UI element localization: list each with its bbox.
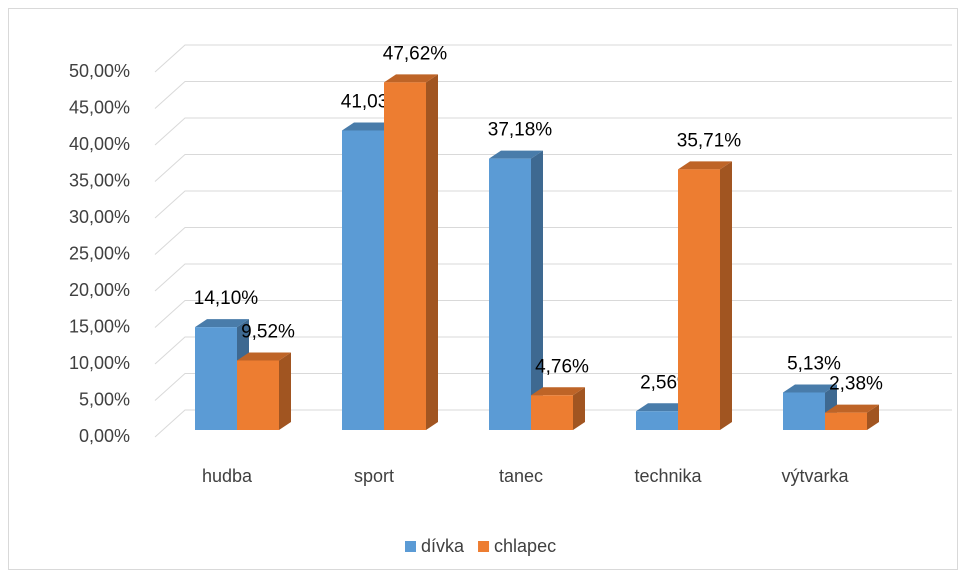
y-tick-label: 35,00% bbox=[69, 170, 130, 190]
data-label: 35,71% bbox=[677, 130, 742, 151]
data-label: 2,38% bbox=[829, 374, 883, 395]
bar-face bbox=[426, 74, 438, 431]
data-label: 47,62% bbox=[383, 43, 448, 64]
bar-face bbox=[825, 412, 867, 430]
bar bbox=[489, 150, 543, 430]
bar-face bbox=[720, 161, 732, 430]
bar-face bbox=[384, 82, 426, 431]
bar-face bbox=[531, 395, 573, 430]
data-label: 37,18% bbox=[488, 120, 553, 141]
bar-face bbox=[825, 404, 879, 413]
bar-face bbox=[195, 319, 249, 328]
grid-line bbox=[154, 154, 952, 182]
data-label: 14,10% bbox=[194, 288, 259, 309]
bar-face bbox=[636, 411, 678, 430]
y-tick-label: 30,00% bbox=[69, 207, 130, 227]
bar-face bbox=[783, 384, 837, 393]
data-label: 4,76% bbox=[535, 356, 589, 377]
y-tick-label: 25,00% bbox=[69, 243, 130, 263]
bar-face bbox=[678, 161, 732, 170]
bar bbox=[825, 404, 879, 430]
x-tick-label: technika bbox=[634, 466, 702, 486]
bar bbox=[678, 161, 732, 430]
bar-face bbox=[489, 158, 531, 430]
x-tick-label: hudba bbox=[202, 466, 253, 486]
bar-face bbox=[531, 387, 585, 396]
bar-face bbox=[573, 387, 585, 430]
y-tick-label: 10,00% bbox=[69, 353, 130, 373]
x-tick-label: tanec bbox=[499, 466, 543, 486]
x-tick-label: sport bbox=[354, 466, 394, 486]
bar-face bbox=[678, 169, 720, 430]
legend-label: dívka bbox=[421, 536, 465, 556]
legend-swatch bbox=[405, 541, 416, 552]
data-label: 9,52% bbox=[241, 322, 295, 343]
grid-line bbox=[154, 81, 952, 109]
grid-line bbox=[154, 117, 952, 146]
data-label: 5,13% bbox=[787, 354, 841, 375]
bar-face bbox=[783, 392, 825, 430]
bar-face bbox=[489, 150, 543, 159]
y-tick-label: 15,00% bbox=[69, 316, 130, 336]
bar bbox=[237, 352, 291, 430]
bar-face bbox=[867, 404, 879, 430]
bar-face bbox=[279, 352, 291, 430]
bar-face bbox=[636, 403, 690, 412]
legend-label: chlapec bbox=[494, 536, 556, 556]
bar-face bbox=[531, 150, 543, 430]
x-tick-label: výtvarka bbox=[781, 466, 849, 486]
bar-face bbox=[342, 130, 384, 430]
chart-border bbox=[8, 8, 958, 570]
y-tick-label: 20,00% bbox=[69, 280, 130, 300]
y-tick-label: 40,00% bbox=[69, 134, 130, 154]
bar bbox=[531, 387, 585, 430]
y-tick-label: 45,00% bbox=[69, 97, 130, 117]
y-tick-label: 5,00% bbox=[79, 389, 130, 409]
bar-face bbox=[384, 74, 438, 83]
y-tick-label: 50,00% bbox=[69, 61, 130, 81]
bar bbox=[384, 74, 438, 431]
y-tick-label: 0,00% bbox=[79, 426, 130, 446]
bar-face bbox=[342, 122, 396, 131]
grid-line bbox=[154, 44, 952, 73]
bar-face bbox=[195, 327, 237, 430]
legend-swatch bbox=[478, 541, 490, 552]
bar-face bbox=[237, 360, 279, 430]
bar-face bbox=[237, 352, 291, 361]
